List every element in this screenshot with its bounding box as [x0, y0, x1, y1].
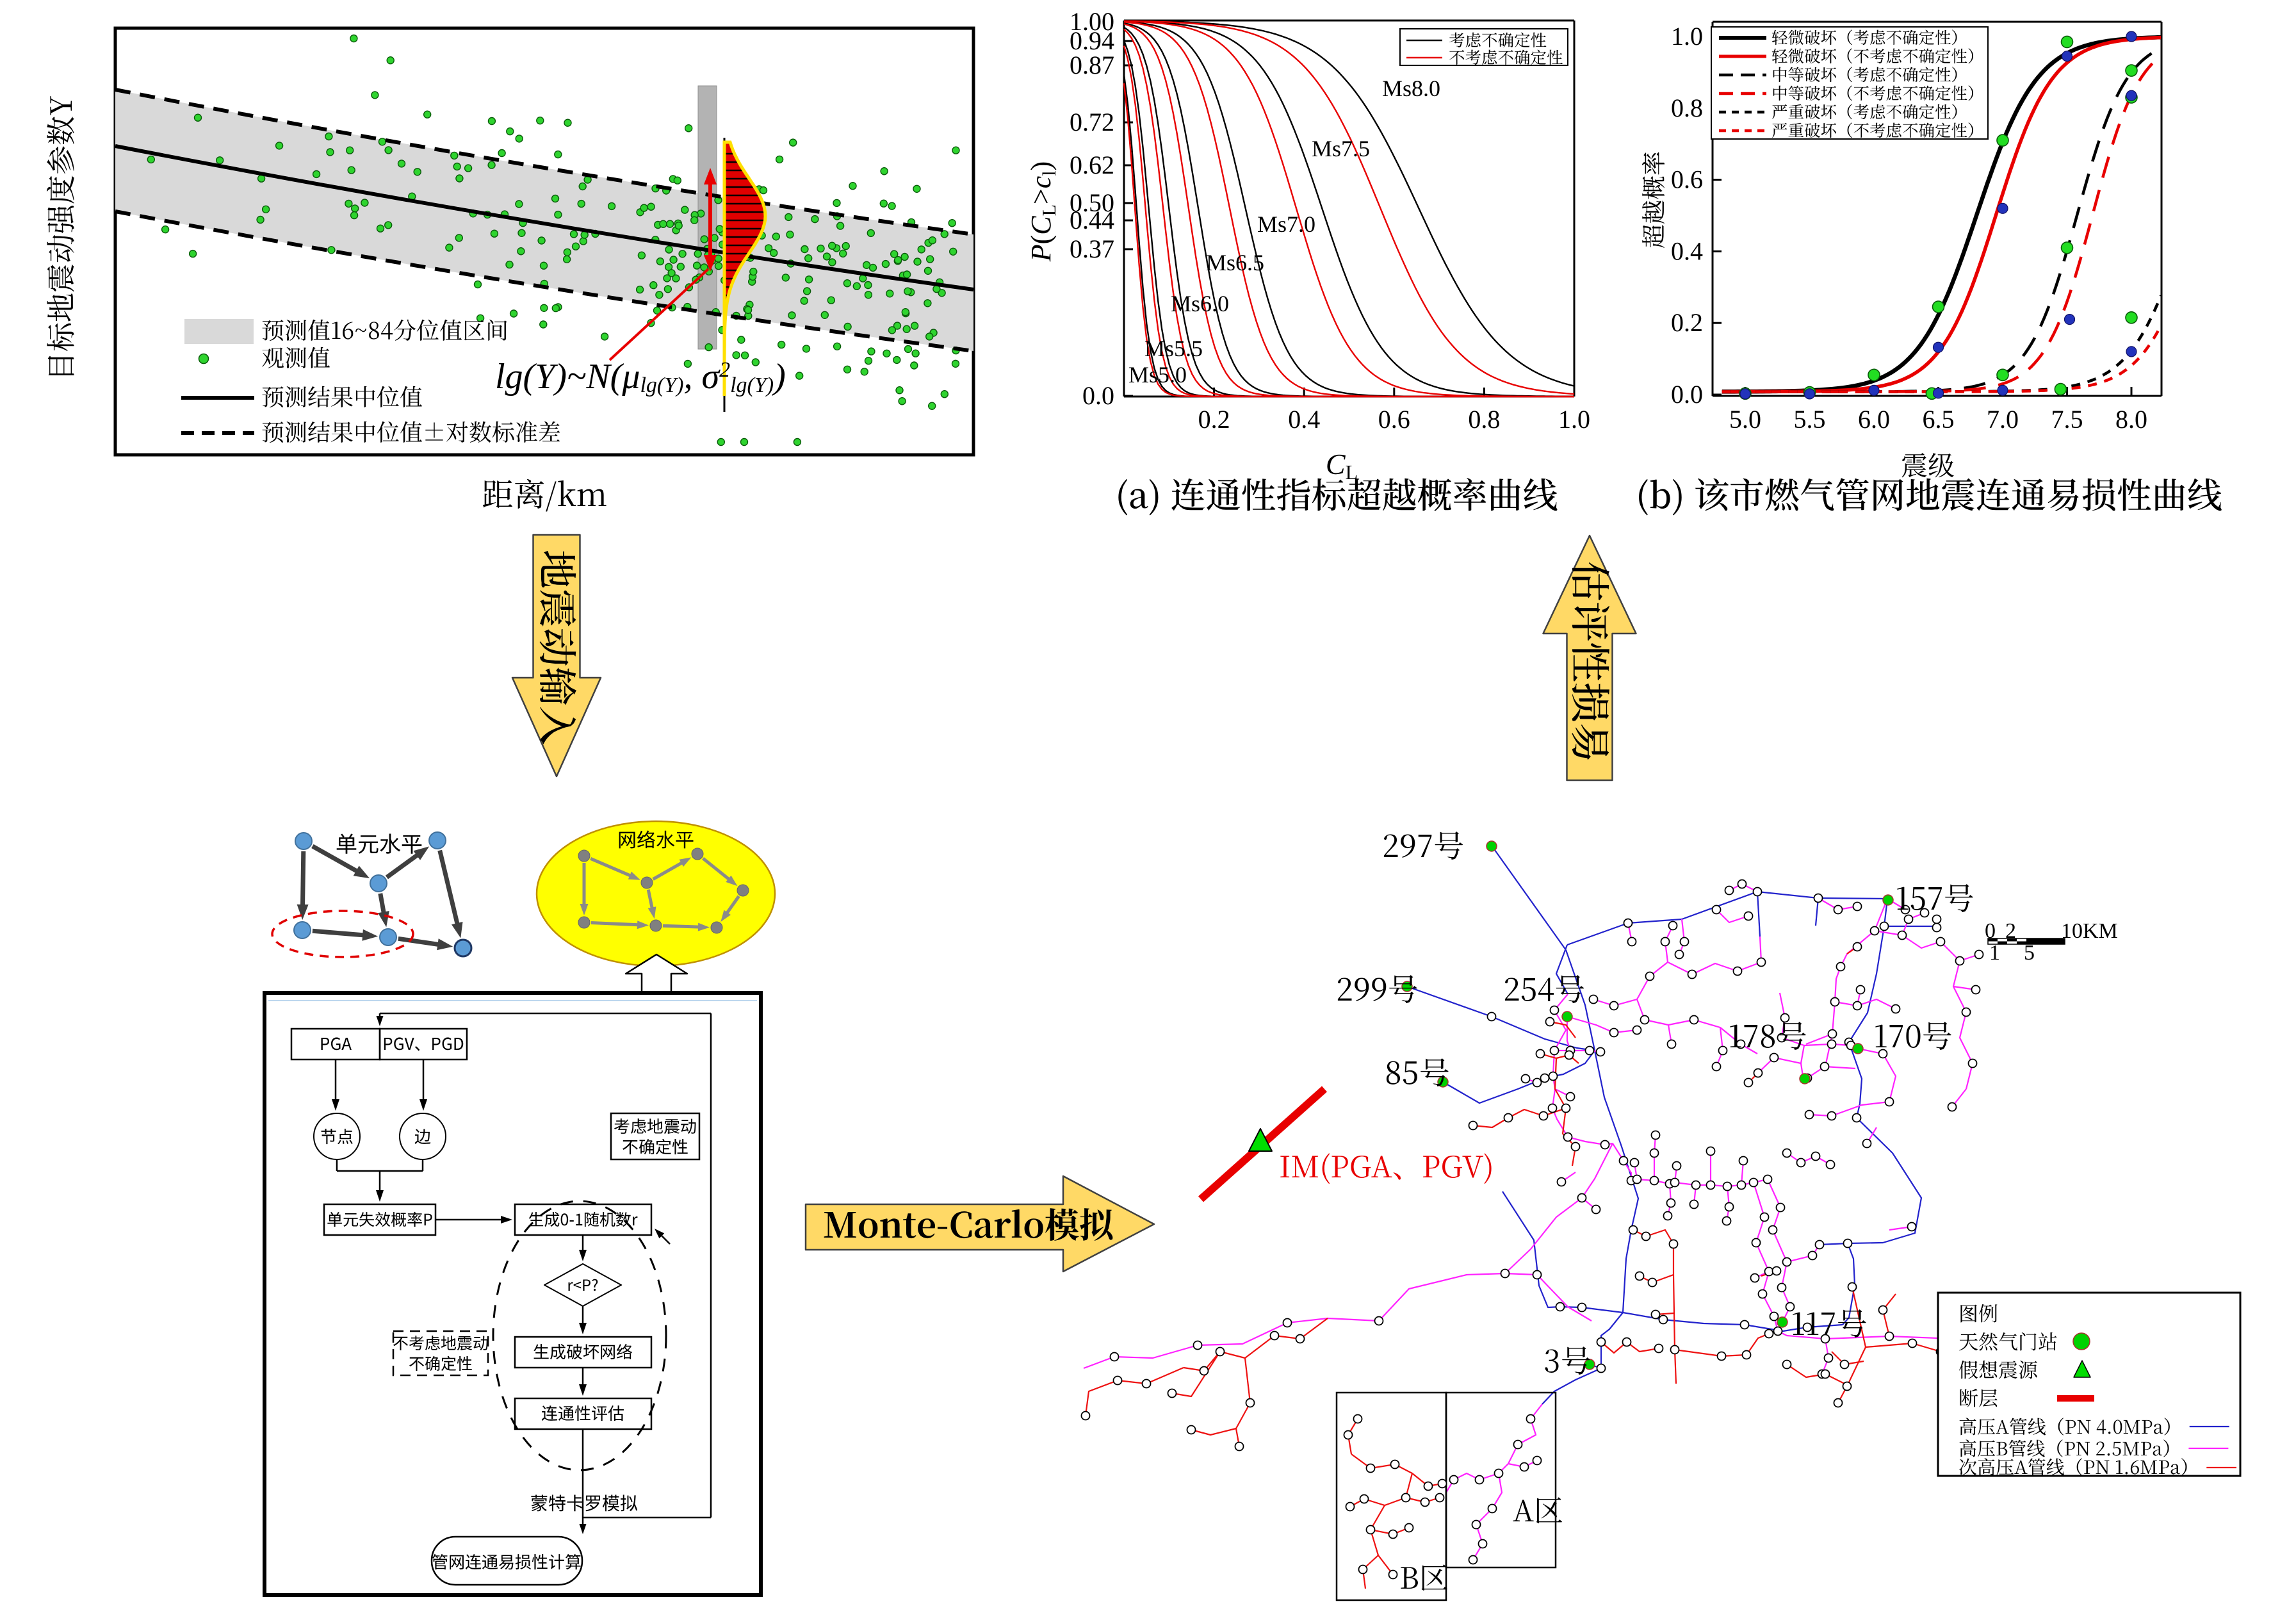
svg-text:5.5: 5.5: [1794, 405, 1826, 434]
svg-text:1: 1: [1989, 941, 2000, 965]
svg-text:0.50: 0.50: [1070, 188, 1114, 217]
svg-text:0.62: 0.62: [1070, 151, 1114, 179]
svg-text:CL: CL: [1326, 448, 1358, 484]
svg-text:1.00: 1.00: [1070, 7, 1114, 36]
svg-text:P(CL>cl): P(CL>cl): [1025, 161, 1060, 263]
svg-text:Ms6.5: Ms6.5: [1206, 250, 1264, 275]
svg-text:0.4: 0.4: [1288, 405, 1320, 434]
svg-text:7.5: 7.5: [2051, 405, 2083, 434]
svg-text:7.0: 7.0: [1987, 405, 2019, 434]
svg-text:0.0: 0.0: [1671, 380, 1703, 409]
svg-text:0: 0: [1985, 919, 1996, 943]
svg-text:0.8: 0.8: [1671, 94, 1703, 122]
svg-text:2: 2: [2005, 919, 2016, 943]
svg-text:Ms6.0: Ms6.0: [1171, 291, 1229, 316]
svg-text:5: 5: [2024, 941, 2035, 965]
svg-text:0.87: 0.87: [1070, 51, 1114, 79]
svg-text:1.0: 1.0: [1558, 405, 1590, 434]
svg-text:0.2: 0.2: [1671, 308, 1703, 337]
svg-text:6.0: 6.0: [1858, 405, 1890, 434]
svg-text:0.8: 0.8: [1468, 405, 1500, 434]
svg-text:0.37: 0.37: [1070, 234, 1114, 263]
svg-text:Ms5.0: Ms5.0: [1128, 362, 1187, 388]
svg-text:0.6: 0.6: [1378, 405, 1410, 434]
svg-text:Ms5.5: Ms5.5: [1144, 336, 1203, 361]
svg-text:0.4: 0.4: [1671, 236, 1703, 265]
svg-text:Ms8.0: Ms8.0: [1382, 76, 1440, 101]
svg-text:1.0: 1.0: [1671, 22, 1703, 51]
svg-text:Ms7.0: Ms7.0: [1257, 211, 1315, 237]
svg-text:0.94: 0.94: [1070, 26, 1114, 55]
svg-text:0.0: 0.0: [1082, 381, 1114, 410]
svg-text:10KM: 10KM: [2061, 919, 2118, 943]
svg-text:5.0: 5.0: [1729, 405, 1761, 434]
svg-text:Ms7.5: Ms7.5: [1312, 136, 1370, 161]
svg-text:6.5: 6.5: [1923, 405, 1955, 434]
svg-text:0.72: 0.72: [1070, 108, 1114, 136]
svg-text:0.44: 0.44: [1070, 206, 1114, 234]
svg-text:0.6: 0.6: [1671, 165, 1703, 194]
svg-text:0.2: 0.2: [1198, 405, 1230, 434]
svg-text:8.0: 8.0: [2115, 405, 2147, 434]
